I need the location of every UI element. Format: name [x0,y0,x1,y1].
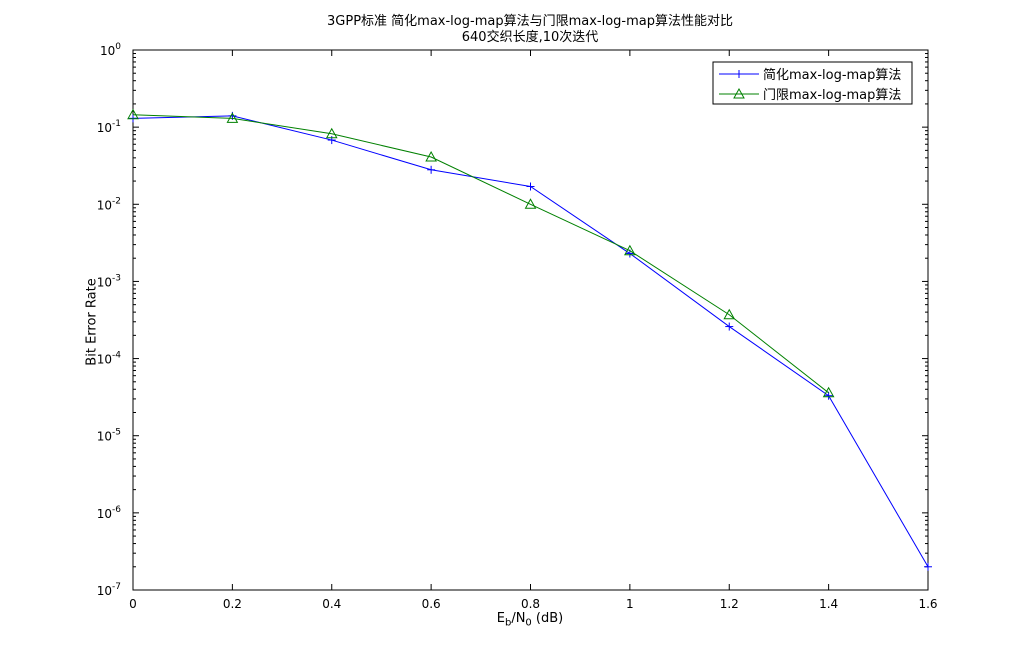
y-axis-label: Bit Error Rate [84,278,100,366]
y-tick-label: 10-2 [97,196,121,212]
x-tick-label: 0.4 [322,597,341,611]
data-point [427,165,436,174]
data-point [624,244,636,256]
data-point [425,150,437,162]
data-point [524,198,537,209]
axes-box [132,49,929,591]
y-tick-exponent: 0 [115,42,121,52]
data-point [325,127,338,139]
y-tick-exponent: -4 [112,351,121,361]
x-tick-label: 1.2 [720,597,739,611]
x-tick-label: 0 [129,597,137,611]
y-tick-exponent: -3 [112,273,121,283]
y-tick-label: 10-1 [97,119,121,135]
legend-swatch-marker [735,70,743,78]
x-tick-label: 1.6 [918,597,937,611]
y-tick-label: 10-7 [97,582,121,598]
data-point [725,322,734,331]
y-tick-exponent: -5 [112,428,121,438]
y-tick-label: 10-5 [97,428,121,444]
y-tick-exponent: -7 [112,582,121,592]
data-point [824,391,833,400]
y-tick-exponent: -1 [112,119,121,129]
y-tick-label: 10-6 [97,505,122,521]
y-tick-exponent: -6 [112,505,121,515]
data-point [226,112,239,123]
data-point [822,386,835,398]
y-tick-label: 10-4 [97,351,122,367]
legend-entry-label: 简化max-log-map算法 [763,67,901,83]
legend-entry-label: 门限max-log-map算法 [763,88,901,103]
x-axis-label: Eb/N0 (dB) [496,611,564,629]
x-tick-label: 1 [626,597,634,611]
x-tick-label: 0.8 [521,597,540,611]
data-point [723,308,736,320]
data-point [526,182,535,191]
chart-subtitle: 640交织长度,10次迭代 [461,30,599,45]
chart-title: 3GPP标准 简化max-log-map算法与门限max-log-map算法性能… [327,14,733,29]
legend-swatch-marker [733,87,745,99]
x-tick-label: 0.2 [223,597,242,611]
y-tick-exponent: -2 [112,196,121,206]
data-point [924,562,932,571]
series-line-1 [132,114,829,394]
x-tick-label: 0.6 [422,597,441,611]
legend-box [712,61,913,105]
y-tick-label: 10-3 [97,273,121,289]
y-tick-label: 100 [100,42,121,58]
x-tick-label: 1.4 [819,597,838,611]
data-point [127,108,139,120]
